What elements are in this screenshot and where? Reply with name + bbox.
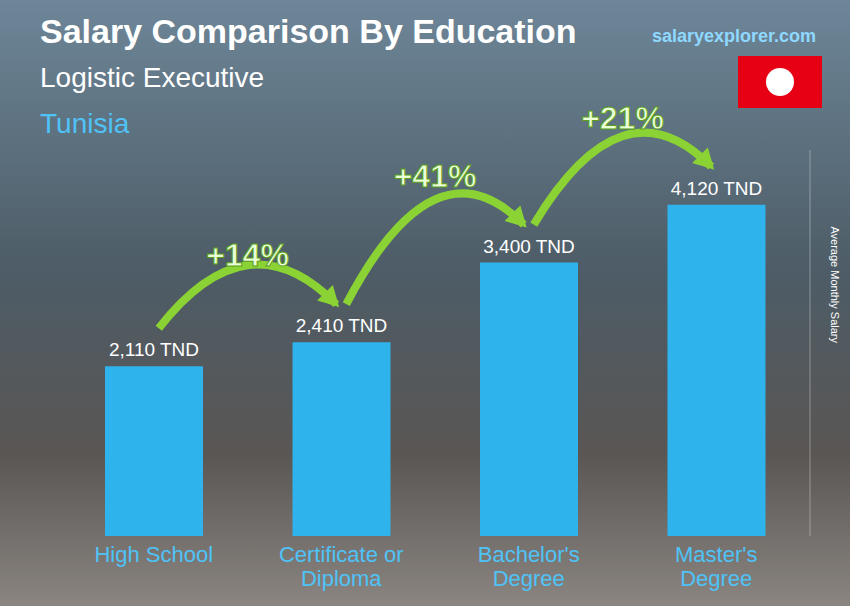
svg-text:2,410 TND: 2,410 TND	[296, 315, 388, 336]
svg-text:3,400 TND: 3,400 TND	[483, 236, 575, 257]
html-text:Logistic Executive: Logistic Executive	[40, 62, 265, 93]
svg-text:Certificate or: Certificate or	[279, 542, 404, 567]
svg-text:Average Monthly Salary: Average Monthly Salary	[829, 226, 841, 343]
svg-text:2,110 TND: 2,110 TND	[109, 339, 199, 360]
html-text:Salary Comparison By Education: Salary Comparison By Education	[40, 12, 577, 50]
svg-text:Bachelor's: Bachelor's	[478, 542, 580, 567]
html-text:Tunisia: Tunisia	[40, 108, 130, 139]
html-text:salaryexplorer.com: salaryexplorer.com	[652, 26, 817, 46]
svg-text:4,120 TND: 4,120 TND	[671, 178, 763, 199]
svg-text:High School: High School	[94, 542, 213, 567]
svg-text:Degree: Degree	[493, 566, 565, 591]
svg-text:+41%: +41%	[394, 158, 477, 194]
svg-text:+21%: +21%	[581, 100, 664, 136]
svg-text:Master's: Master's	[675, 542, 757, 567]
svg-text:+14%: +14%	[206, 237, 289, 273]
svg-text:Degree: Degree	[680, 566, 752, 591]
svg-text:Diploma: Diploma	[301, 566, 382, 591]
